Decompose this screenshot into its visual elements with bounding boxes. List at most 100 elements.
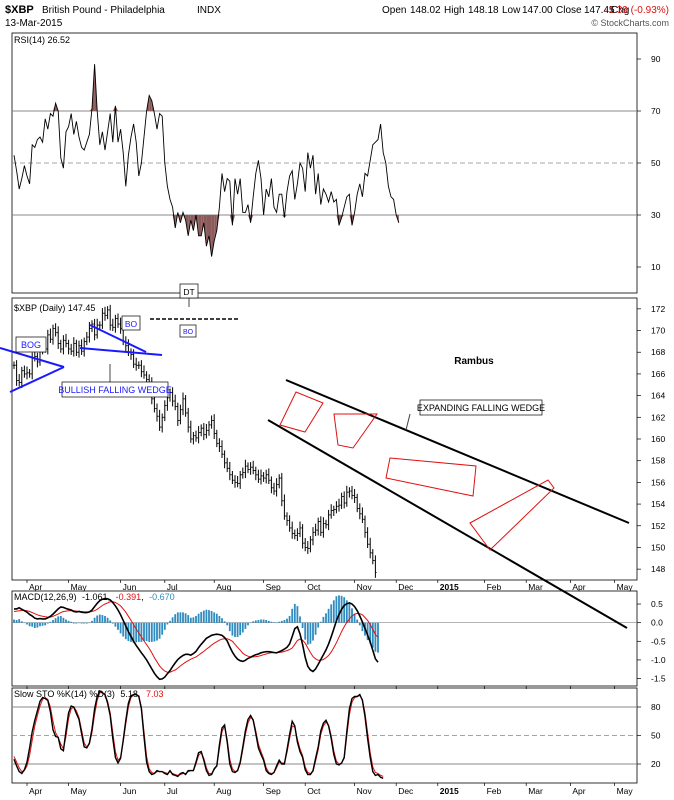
rsi-line <box>13 64 400 257</box>
macd-histogram-bar <box>156 622 158 641</box>
macd-signal-line <box>13 601 379 673</box>
sto-x-label: Jul <box>167 786 178 796</box>
rsi-oversold-fill <box>209 215 212 257</box>
price-tick-label: 150 <box>651 542 665 552</box>
macd-tick-label: -0.5 <box>651 636 666 646</box>
macd-histogram-bar <box>28 622 31 627</box>
price-x-label: Nov <box>357 582 373 592</box>
chart-annotations: BOG BULLISH FALLING WEDGE BO DT BO EXPAN… <box>0 283 630 629</box>
high-label: High <box>444 5 465 16</box>
price-tick-label: 160 <box>651 434 665 444</box>
chg-value: -1.39 (-0.93%) <box>605 5 669 16</box>
macd-histogram-bar <box>275 622 278 624</box>
macd-histogram-bar <box>270 621 273 623</box>
bog-label: BOG <box>21 340 41 350</box>
macd-histogram-bar <box>52 619 54 623</box>
red-flag-1 <box>279 391 324 433</box>
macd-histogram-bar <box>228 622 231 632</box>
chart-date: 13-Mar-2015 <box>5 18 63 29</box>
macd-histogram-bar <box>226 622 229 626</box>
price-legend: $XBP (Daily) 147.45 <box>14 303 95 313</box>
hist-value: -0.670 <box>149 592 175 602</box>
sto-x-label: Feb <box>487 786 502 796</box>
rsi-oversold-fill <box>198 215 202 236</box>
price-tick-label: 168 <box>651 347 665 357</box>
price-x-label: May <box>71 582 88 592</box>
sto-tick-label: 20 <box>651 759 661 769</box>
price-frame <box>11 297 638 581</box>
red-flag-3 <box>385 457 477 497</box>
sto-x-label: Jun <box>123 786 137 796</box>
rsi-overbought-fill <box>89 108 92 111</box>
macd-histogram-bar <box>96 615 99 623</box>
macd-histogram-bar <box>304 622 307 640</box>
rsi-legend-text: RSI(14) 26.52 <box>14 35 70 45</box>
price-tick-label: 156 <box>651 477 665 487</box>
macd-histogram-bar <box>371 622 374 648</box>
sto-x-label: Aug <box>216 786 231 796</box>
macd-histogram-bar <box>202 610 205 623</box>
rsi-tick-label: 50 <box>651 158 661 168</box>
macd-tick-label: 0.5 <box>651 599 663 609</box>
macd-histogram-bar <box>280 620 283 623</box>
macd-histogram-bar <box>111 622 114 624</box>
red-flag-2 <box>333 413 378 449</box>
macd-histogram-bar <box>317 622 320 628</box>
price-tick-label: 172 <box>651 304 665 314</box>
macd-histogram-bar <box>358 622 361 626</box>
signal-value: -0.391 <box>116 592 142 602</box>
macd-histogram-bar <box>44 622 47 626</box>
macd-legend: MACD(12,26,9) -1.061, -0.391, -0.670 <box>14 592 175 602</box>
macd-histogram-bar <box>319 621 322 623</box>
macd-histogram-bar <box>283 619 286 623</box>
macd-histogram-bar <box>75 622 78 624</box>
price-x-label: Oct <box>307 582 321 592</box>
wedge-label-box <box>61 381 169 398</box>
macd-histogram-bar <box>244 622 247 629</box>
macd-histogram-bar <box>322 616 325 623</box>
macd-histogram-bar <box>249 622 252 624</box>
rsi-oversold-fill <box>206 215 209 247</box>
macd-histogram-bar <box>252 621 255 623</box>
bo2-label-box <box>179 324 197 338</box>
macd-histogram-bar <box>213 612 216 623</box>
macd-histogram-bar <box>260 619 262 623</box>
macd-histogram-bar <box>236 622 239 637</box>
macd-histogram-bar <box>332 600 335 623</box>
macd-histogram-bar <box>158 622 161 639</box>
price-tick-label: 152 <box>651 521 665 531</box>
macd-histogram-bar <box>247 622 249 626</box>
sto-x-label: May <box>71 786 88 796</box>
price-x-label: Aug <box>216 582 231 592</box>
macd-histogram-bar <box>85 622 88 624</box>
macd-histogram-bar <box>57 616 60 623</box>
macd-histogram-bar <box>288 615 291 623</box>
macd-histogram-bar <box>98 614 101 623</box>
macd-histogram-bar <box>345 600 348 623</box>
macd-histogram-bar <box>20 621 23 623</box>
sto-x-label: Nov <box>357 786 373 796</box>
macd-histogram-bar <box>343 597 346 623</box>
macd-histogram-bar <box>174 614 177 623</box>
macd-histogram-bar <box>148 622 151 642</box>
price-tick-label: 148 <box>651 564 665 574</box>
macd-histogram-bar <box>161 622 164 635</box>
macd-histogram-bar <box>314 622 317 635</box>
macd-histogram-bar <box>140 622 143 642</box>
macd-histogram-bar <box>239 622 242 636</box>
bog-label-box <box>15 336 47 353</box>
macd-histogram-bar <box>15 619 18 623</box>
macd-histogram-bar <box>101 615 104 623</box>
macd-frame <box>11 590 638 687</box>
rsi-tick-label: 30 <box>651 210 661 220</box>
bog-upper-trendline <box>0 347 65 368</box>
macd-histogram-bar <box>296 606 299 623</box>
macd-panel: -1.5 -1.0 -0.5 0.0 0.5 <box>11 590 666 689</box>
macd-histogram-bar <box>306 622 309 645</box>
macd-histogram-bar <box>54 618 57 623</box>
bo1-label: BO <box>125 319 138 329</box>
macd-histogram-bar <box>163 622 166 630</box>
macd-histogram-bar <box>335 596 338 623</box>
macd-histogram-bar <box>265 619 268 623</box>
macd-histogram-bar <box>143 622 145 641</box>
